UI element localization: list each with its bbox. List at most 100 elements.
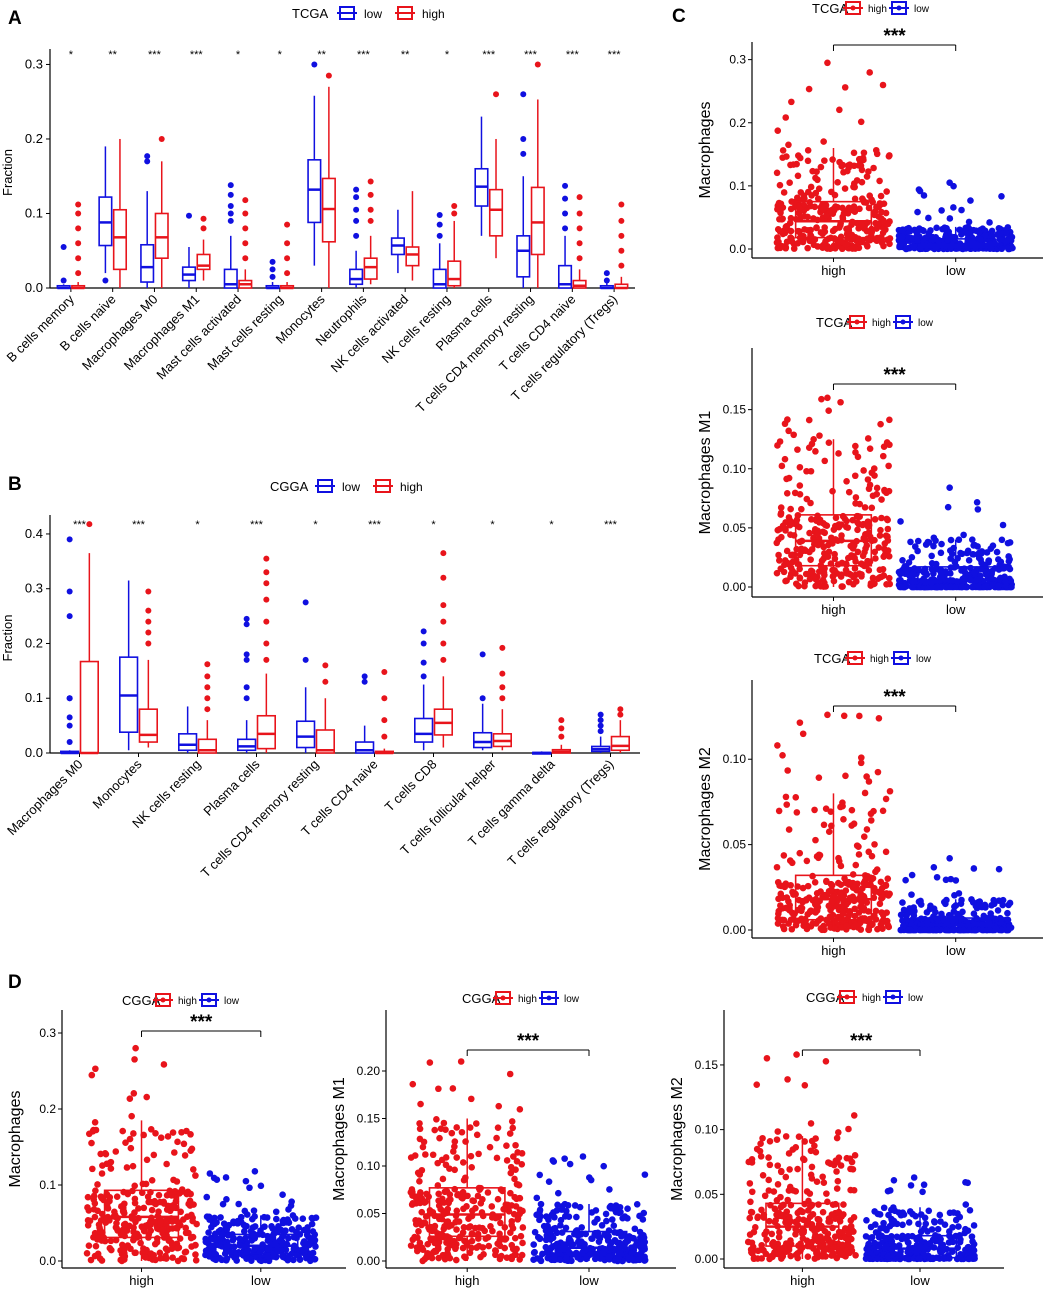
data-point-high (863, 881, 870, 889)
data-point-high (787, 1252, 795, 1260)
data-point-low (290, 1256, 297, 1264)
data-point-high (817, 583, 825, 590)
data-point-high (875, 220, 883, 227)
outlier-high (499, 644, 506, 651)
data-point-low (959, 908, 966, 916)
outlier-high (440, 640, 447, 647)
data-point-high (150, 1251, 157, 1259)
data-point-high (121, 1253, 128, 1261)
data-point-low (947, 547, 954, 554)
data-point-low (907, 538, 914, 546)
data-point-high (168, 1192, 175, 1199)
data-point-high (796, 463, 804, 471)
outlier-high (322, 678, 329, 685)
data-point-low (930, 863, 938, 871)
data-point-low (1004, 926, 1012, 934)
data-point-high (174, 1244, 181, 1252)
data-point-low (264, 1245, 272, 1253)
data-point-high (782, 1240, 790, 1247)
data-point-high (820, 1179, 828, 1186)
data-point-high (885, 552, 893, 560)
outlier-low (302, 599, 309, 606)
x-tick-label: low (946, 602, 966, 617)
y-tick-label: 0.2 (39, 1102, 56, 1116)
data-point-high (424, 1240, 432, 1248)
data-point-high (850, 183, 857, 191)
outlier-high (367, 206, 374, 213)
data-point-low (969, 1238, 976, 1245)
data-point-max-low (946, 854, 953, 862)
data-point-high (770, 1188, 778, 1195)
data-point-low (965, 1243, 972, 1251)
x-tick-label: NK cells activated (328, 292, 412, 376)
data-point-high (855, 235, 862, 242)
data-point-high (781, 455, 789, 463)
data-point-low (981, 227, 989, 235)
data-point-high (148, 1176, 156, 1184)
box-low (237, 738, 257, 752)
data-point-high (864, 435, 872, 442)
data-point-high (821, 157, 828, 164)
box-low (472, 731, 493, 749)
data-point-high (460, 1205, 467, 1213)
data-point-high (151, 1197, 158, 1205)
data-point-high (782, 114, 790, 121)
data-point-low (607, 1204, 615, 1212)
data-point-high (850, 1186, 858, 1194)
outlier-high (499, 695, 506, 702)
y-tick-label: 0.0 (729, 242, 746, 256)
box-high (428, 1187, 506, 1238)
data-point-high (865, 848, 873, 856)
data-point-high (783, 894, 791, 901)
outlier-high (367, 178, 374, 185)
data-point-high (780, 1211, 787, 1219)
outlier-low (562, 210, 569, 217)
y-tick-label: 0.4 (25, 526, 43, 541)
data-point-high (782, 793, 790, 801)
data-point-high (757, 1140, 764, 1147)
data-point-high (806, 1190, 814, 1197)
y-axis-label: Macrophages M2 (697, 747, 714, 871)
outlier-low (66, 613, 73, 620)
outlier-high (440, 574, 447, 581)
data-point-high (860, 149, 868, 157)
data-point-high (796, 565, 803, 573)
significance-mark: *** (517, 1031, 540, 1052)
data-point-low (537, 1200, 545, 1208)
data-point-low (251, 1245, 258, 1253)
data-point-high (807, 556, 814, 563)
y-tick-label: 0.2 (25, 635, 43, 650)
data-point-high (830, 205, 838, 212)
x-tick-label: T cells CD8 (382, 757, 440, 815)
data-point-high (856, 500, 864, 508)
data-point-high (188, 1145, 196, 1153)
data-point-high (518, 1150, 526, 1157)
data-point-high (435, 1190, 442, 1198)
data-point-high (451, 1138, 459, 1145)
y-axis-label: Macrophages M1 (331, 1077, 348, 1201)
data-point-high (145, 1231, 153, 1238)
data-point-high (193, 1220, 200, 1228)
data-point-high (88, 1139, 95, 1147)
data-point-high (825, 407, 832, 414)
data-point-low (628, 1255, 636, 1263)
legend-dot-high (844, 994, 850, 1000)
legend: CGGA high low (122, 993, 240, 1008)
data-point-high (507, 1163, 515, 1171)
data-point-low (543, 1248, 551, 1256)
data-point-high (795, 582, 802, 590)
data-point-high (815, 774, 823, 781)
data-point-high (880, 217, 887, 224)
data-point-low (885, 1211, 892, 1219)
data-point-high (420, 1138, 428, 1146)
data-point-high (833, 1254, 841, 1262)
data-point-high (867, 810, 875, 818)
data-point-high (876, 532, 884, 539)
data-point-high (795, 227, 803, 235)
data-point-low (928, 552, 935, 560)
data-point-high (819, 1173, 826, 1181)
data-point-high (837, 1249, 845, 1257)
outlier-high (263, 596, 270, 603)
data-point-low (273, 1246, 281, 1253)
data-point-max-high (824, 711, 831, 719)
